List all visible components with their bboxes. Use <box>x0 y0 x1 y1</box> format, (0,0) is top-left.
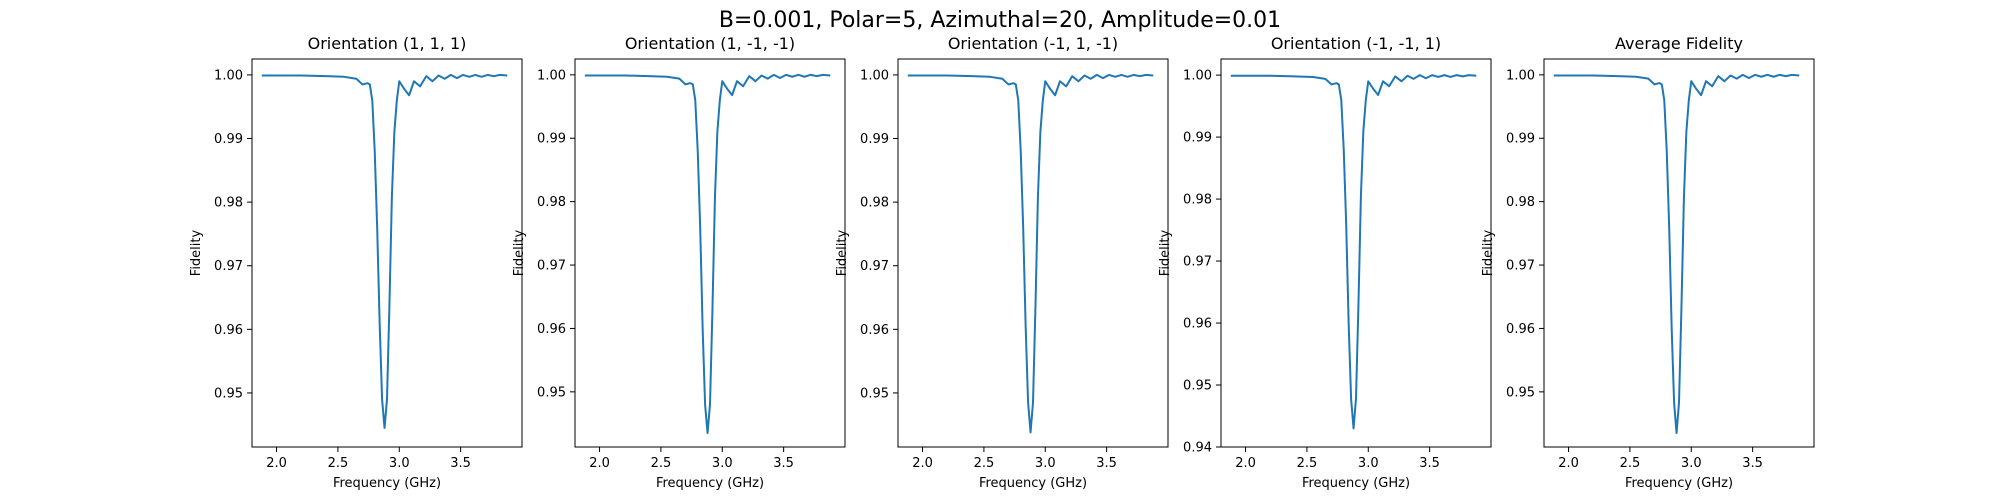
subplot-title: Orientation (1, -1, -1) <box>625 34 795 53</box>
figure-suptitle: B=0.001, Polar=5, Azimuthal=20, Amplitud… <box>719 8 1281 33</box>
x-tick-label: 2.5 <box>328 456 349 471</box>
y-tick-label: 0.94 <box>1183 441 1212 456</box>
x-tick-label: 2.0 <box>1235 456 1256 471</box>
subplot-1: Orientation (1, 1, 1) 2.0 2.5 3.0 3.5 0.95 0.9… <box>189 34 523 491</box>
x-axis-label: Frequency (GHz) <box>333 476 441 491</box>
y-tick-label: 1.00 <box>537 68 566 83</box>
y-tick-label: 0.99 <box>537 132 566 147</box>
x-tick-label: 3.5 <box>1096 456 1117 471</box>
x-tick-label: 2.0 <box>1558 456 1579 471</box>
series-line <box>907 73 1154 434</box>
x-axis-label: Frequency (GHz) <box>1302 476 1410 491</box>
y-tick-label: 0.98 <box>860 196 889 211</box>
x-tick-label: 3.5 <box>773 456 794 471</box>
y-tick-label: 1.00 <box>1506 68 1535 83</box>
y-tick-label: 0.98 <box>537 195 566 210</box>
y-tick-label: 0.98 <box>1183 193 1212 208</box>
y-tick-label: 0.97 <box>1506 259 1535 274</box>
y-axis-label: Fidelity <box>1481 229 1496 276</box>
y-tick-label: 0.95 <box>214 386 243 401</box>
x-tick-label: 3.0 <box>1035 456 1056 471</box>
y-axis-label: Fidelity <box>512 229 527 276</box>
subplot-2: Orientation (1, -1, -1) 2.0 2.5 3.0 3.5 0.95 0… <box>512 34 846 491</box>
y-tick-label: 0.96 <box>214 323 243 338</box>
axes-frame <box>251 58 523 448</box>
x-tick-label: 2.0 <box>266 456 287 471</box>
x-tick-label: 3.5 <box>1742 456 1763 471</box>
subplot-5: Average Fidelity 2.0 2.5 3.0 3.5 0.95 0.96 0.97… <box>1481 34 1815 491</box>
series-line <box>1230 74 1477 430</box>
subplot-title: Orientation (1, 1, 1) <box>308 34 467 53</box>
x-tick-label: 2.0 <box>912 456 933 471</box>
y-tick-label: 0.97 <box>537 259 566 274</box>
subplot-title: Average Fidelity <box>1615 34 1743 53</box>
x-tick-label: 2.5 <box>974 456 995 471</box>
y-axis-label: Fidelity <box>835 229 850 276</box>
axes-frame <box>897 58 1169 448</box>
series-line <box>584 73 831 435</box>
y-tick-label: 0.99 <box>1506 132 1535 147</box>
x-tick-label: 2.5 <box>651 456 672 471</box>
y-tick-label: 0.98 <box>214 196 243 211</box>
y-tick-label: 0.98 <box>1506 195 1535 210</box>
y-tick-label: 1.00 <box>860 68 889 83</box>
x-tick-label: 3.5 <box>1419 456 1440 471</box>
y-tick-label: 0.96 <box>1506 322 1535 337</box>
x-tick-label: 2.5 <box>1297 456 1318 471</box>
x-tick-label: 3.0 <box>712 456 733 471</box>
x-axis-label: Frequency (GHz) <box>1625 476 1733 491</box>
x-tick-label: 3.0 <box>1681 456 1702 471</box>
y-tick-label: 0.97 <box>1183 255 1212 270</box>
y-tick-label: 1.00 <box>1183 69 1212 84</box>
y-tick-label: 1.00 <box>214 68 243 83</box>
x-tick-label: 3.5 <box>450 456 471 471</box>
axes-frame <box>1220 58 1492 448</box>
y-tick-label: 0.95 <box>1183 379 1212 394</box>
x-tick-label: 2.0 <box>589 456 610 471</box>
y-axis-label: Fidelity <box>189 229 204 276</box>
subplot-4: Orientation (-1, -1, 1) 2.0 2.5 3.0 3.5 0.94 0… <box>1158 34 1492 491</box>
y-tick-label: 0.96 <box>537 322 566 337</box>
y-tick-label: 0.99 <box>1183 131 1212 146</box>
y-tick-label: 0.95 <box>1506 385 1535 400</box>
axes-frame <box>574 58 846 448</box>
subplot-3: Orientation (-1, 1, -1) 2.0 2.5 3.0 3.5 0.95 0… <box>835 34 1169 491</box>
y-tick-label: 0.95 <box>537 385 566 400</box>
y-tick-label: 0.96 <box>1183 317 1212 332</box>
y-tick-label: 0.95 <box>860 386 889 401</box>
x-tick-label: 3.0 <box>389 456 410 471</box>
x-tick-label: 3.0 <box>1358 456 1379 471</box>
y-tick-label: 0.96 <box>860 323 889 338</box>
y-tick-label: 0.99 <box>214 132 243 147</box>
subplot-title: Orientation (-1, -1, 1) <box>1271 34 1441 53</box>
subplot-title: Orientation (-1, 1, -1) <box>948 34 1118 53</box>
y-tick-label: 0.97 <box>214 259 243 274</box>
y-axis-label: Fidelity <box>1158 229 1173 276</box>
y-tick-label: 0.99 <box>860 132 889 147</box>
series-line <box>1553 73 1800 435</box>
axes-frame <box>1543 58 1815 448</box>
series-line <box>261 73 508 429</box>
y-tick-label: 0.97 <box>860 259 889 274</box>
x-axis-label: Frequency (GHz) <box>979 476 1087 491</box>
x-axis-label: Frequency (GHz) <box>656 476 764 491</box>
x-tick-label: 2.5 <box>1620 456 1641 471</box>
